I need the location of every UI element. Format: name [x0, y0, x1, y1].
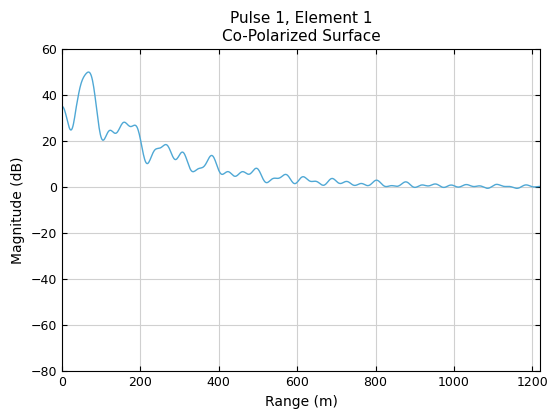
Title: Pulse 1, Element 1
Co-Polarized Surface: Pulse 1, Element 1 Co-Polarized Surface [222, 11, 380, 44]
Y-axis label: Magnitude (dB): Magnitude (dB) [11, 156, 25, 264]
X-axis label: Range (m): Range (m) [265, 395, 338, 409]
